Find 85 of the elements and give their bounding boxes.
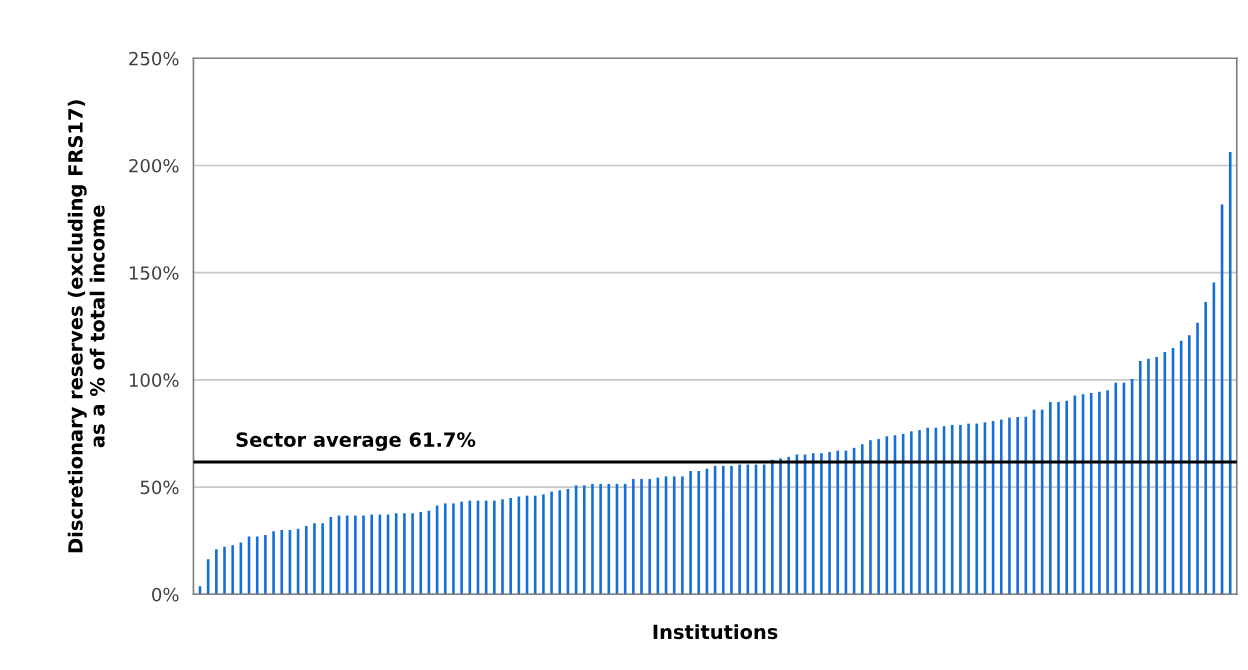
- bar: [721, 465, 725, 595]
- bar: [280, 529, 284, 595]
- bar: [215, 549, 218, 595]
- y-tick-label: 200%: [129, 158, 179, 173]
- bar: [828, 451, 831, 595]
- bar: [362, 515, 365, 595]
- bar: [329, 516, 333, 595]
- bar: [959, 424, 962, 595]
- bar: [493, 500, 496, 595]
- bar: [1204, 302, 1208, 595]
- x-axis-title: Institutions: [653, 624, 778, 640]
- y-axis-title: Discretionary reserves (excluding FRS17) as a % of total income: [67, 100, 105, 553]
- bar: [370, 514, 373, 595]
- bar: [394, 513, 398, 595]
- bar: [910, 431, 913, 595]
- bar: [558, 490, 562, 595]
- bar: [869, 440, 872, 595]
- bar: [542, 494, 545, 595]
- bar: [860, 444, 864, 595]
- bar: [354, 515, 357, 595]
- bar: [672, 476, 676, 595]
- bar: [1057, 401, 1060, 595]
- bar: [452, 503, 455, 595]
- bar: [950, 424, 954, 595]
- bar: [1098, 391, 1101, 595]
- bar: [1008, 417, 1011, 595]
- bar: [411, 513, 414, 595]
- bar: [926, 427, 929, 595]
- bar: [811, 453, 815, 595]
- bar: [419, 511, 423, 595]
- bar: [730, 465, 733, 595]
- bar: [403, 513, 406, 595]
- bar: [1188, 335, 1191, 595]
- bar: [689, 471, 692, 595]
- bar: [918, 430, 921, 595]
- bar: [681, 476, 684, 595]
- bar: [1155, 356, 1158, 595]
- bar: [591, 483, 594, 595]
- bar: [321, 523, 324, 595]
- bar: [223, 546, 226, 595]
- bar: [599, 483, 602, 595]
- bar: [468, 500, 472, 595]
- ref-line-label: Sector average 61.7%: [236, 432, 476, 451]
- bar: [533, 495, 537, 595]
- bar: [272, 531, 275, 595]
- bar: [1016, 416, 1019, 595]
- bar: [697, 471, 701, 595]
- bar: [640, 478, 643, 595]
- bar: [304, 525, 308, 595]
- bar: [999, 419, 1003, 595]
- bar: [509, 498, 512, 595]
- bar: [1114, 382, 1118, 595]
- y-tick-label: 0%: [152, 587, 179, 602]
- y-tick-label: 100%: [129, 373, 179, 388]
- bar: [231, 545, 234, 595]
- bar: [443, 503, 447, 595]
- bar: [1106, 390, 1109, 595]
- bar: [779, 458, 782, 595]
- y-tick-label: 50%: [140, 480, 179, 495]
- y-tick-label: 250%: [129, 51, 179, 66]
- bar: [787, 456, 790, 595]
- bar: [632, 478, 635, 595]
- bar: [1147, 358, 1150, 595]
- bar: [967, 423, 970, 595]
- bar: [738, 464, 741, 595]
- bar: [255, 536, 259, 595]
- bar: [1228, 151, 1232, 595]
- bar: [1049, 401, 1052, 595]
- bar: [975, 423, 979, 595]
- bar: [820, 453, 823, 595]
- bar: [1065, 400, 1068, 595]
- bar: [550, 491, 553, 595]
- y-tick-label: 150%: [129, 266, 179, 280]
- bar: [836, 450, 840, 595]
- bar: [1196, 322, 1199, 595]
- bar: [1138, 361, 1142, 595]
- bar: [313, 523, 316, 595]
- bar: [582, 485, 586, 595]
- bar: [648, 478, 651, 595]
- bar: [501, 499, 504, 595]
- bar: [877, 439, 880, 595]
- bar: [771, 459, 774, 595]
- bar: [1089, 392, 1093, 595]
- bar: [264, 534, 267, 595]
- bar: [460, 501, 463, 595]
